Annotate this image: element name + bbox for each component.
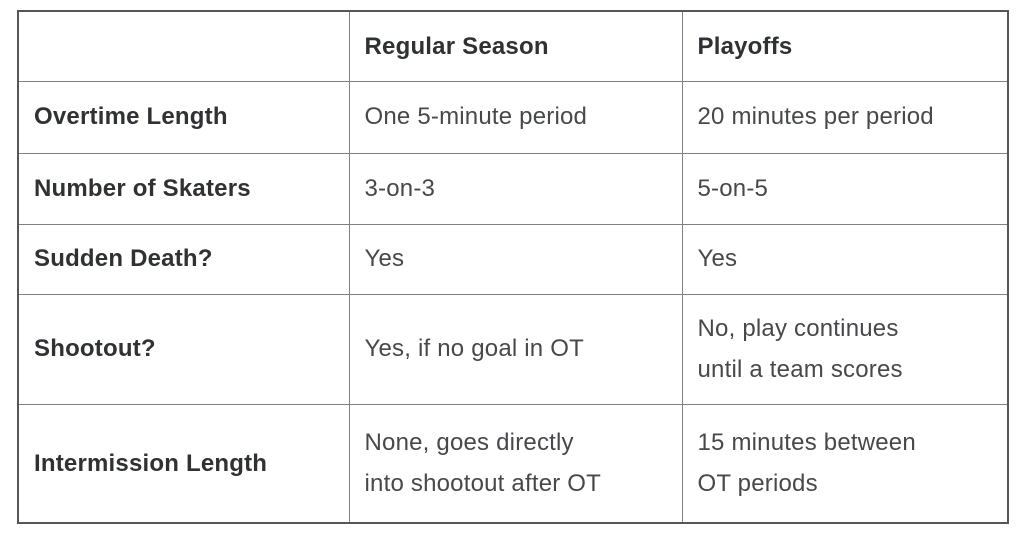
row-label-intermission-length: Intermission Length xyxy=(17,403,350,524)
column-header-regular-season: Regular Season xyxy=(348,10,683,82)
column-header-playoffs: Playoffs xyxy=(681,10,1009,82)
cell-regular-season: One 5-minute period xyxy=(348,80,683,154)
table-row: Sudden Death? Yes Yes xyxy=(17,223,1009,295)
cell-playoffs: No, play continues until a team scores xyxy=(681,293,1009,405)
cell-regular-season: Yes xyxy=(348,223,683,295)
cell-playoffs: 20 minutes per period xyxy=(681,80,1009,154)
cell-regular-season: 3-on-3 xyxy=(348,152,683,225)
cell-playoffs: 15 minutes between OT periods xyxy=(681,403,1009,524)
row-label-shootout: Shootout? xyxy=(17,293,350,405)
cell-playoffs: 5-on-5 xyxy=(681,152,1009,225)
cell-regular-season: None, goes directly into shootout after … xyxy=(348,403,683,524)
table-row: Shootout? Yes, if no goal in OT No, play… xyxy=(17,293,1009,405)
column-header-blank xyxy=(17,10,350,82)
overtime-comparison-table: Regular Season Playoffs Overtime Length … xyxy=(17,10,1009,524)
cell-playoffs: Yes xyxy=(681,223,1009,295)
row-label-number-of-skaters: Number of Skaters xyxy=(17,152,350,225)
row-label-overtime-length: Overtime Length xyxy=(17,80,350,154)
table-row: Number of Skaters 3-on-3 5-on-5 xyxy=(17,152,1009,225)
table-row: Overtime Length One 5-minute period 20 m… xyxy=(17,80,1009,154)
table-row: Intermission Length None, goes directly … xyxy=(17,403,1009,524)
comparison-table-container: Regular Season Playoffs Overtime Length … xyxy=(17,10,1009,524)
cell-regular-season: Yes, if no goal in OT xyxy=(348,293,683,405)
row-label-sudden-death: Sudden Death? xyxy=(17,223,350,295)
header-row: Regular Season Playoffs xyxy=(17,10,1009,82)
